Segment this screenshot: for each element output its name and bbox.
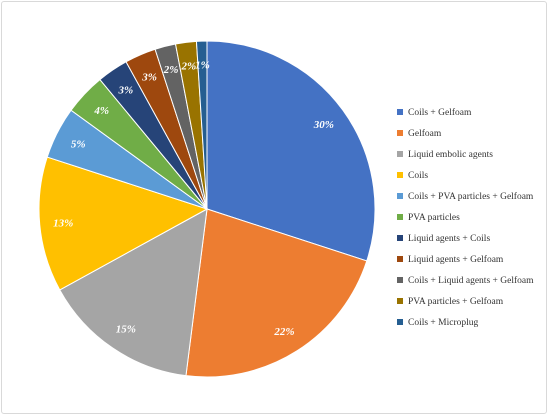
legend-label-pva-particles: PVA particles <box>408 213 460 223</box>
legend-swatch-coils-gelfoam <box>397 109 403 115</box>
legend-label-pva-particles-gelfoam: PVA particles + Gelfoam <box>408 296 504 307</box>
legend: Coils + Gelfoam Gelfoam Liquid embolic age… <box>397 107 534 328</box>
slice-label-liquid-agents-coils: 3% <box>117 85 133 97</box>
pie-slices <box>38 40 376 378</box>
slice-label-coils-liquid-agents-gelfoam: 2% <box>163 64 179 76</box>
pie-slice-gelfoam <box>185 208 368 378</box>
legend-swatch-liquid-embolic-agents <box>397 151 403 157</box>
legend-swatch-liquid-agents-coils <box>397 235 403 241</box>
legend-label-coils-microplug: Coils + Microplug <box>408 318 479 328</box>
legend-swatch-coils-microplug <box>397 319 403 325</box>
legend-label-coils: Coils <box>408 171 428 181</box>
pie-slice-coils-microplug <box>195 40 208 210</box>
legend-label-liquid-embolic-agents: Liquid embolic agents <box>408 150 493 160</box>
slice-label-coils-microplug: 1% <box>195 60 210 72</box>
legend-swatch-coils-pva-particles-gelfoam <box>397 193 403 199</box>
legend-swatch-coils-liquid-agents-gelfoam <box>397 277 403 283</box>
slice-label-liquid-agents-gelfoam: 3% <box>141 71 157 83</box>
pie-slice-liquid-embolic-agents <box>59 208 208 377</box>
legend-label-liquid-agents-coils: Liquid agents + Coils <box>408 234 490 244</box>
slice-label-pva-particles: 4% <box>93 105 109 117</box>
slice-label-liquid-embolic-agents: 15% <box>116 323 136 335</box>
pie-slice-coils-gelfoam <box>206 40 376 262</box>
pie-slice-labels: 30%22%15%13%5%4%3%3%2% 2%1% <box>53 60 334 338</box>
slice-label-coils-gelfoam: 30% <box>313 119 334 131</box>
legend-label-coils-gelfoam: Coils + Gelfoam <box>408 107 472 118</box>
legend-swatch-pva-particles <box>397 214 403 220</box>
legend-label-coils-liquid-agents-gelfoam: Coils + Liquid agents + Gelfoam <box>408 275 534 286</box>
legend-label-coils-pva-particles-gelfoam: Coils + PVA particles + Gelfoam <box>408 191 534 202</box>
legend-label-liquid-agents-gelfoam: Liquid agents + Gelfoam <box>408 254 504 265</box>
legend-swatch-pva-particles-gelfoam <box>397 298 403 304</box>
legend-swatch-coils <box>397 172 403 178</box>
slice-label-coils: 13% <box>53 218 73 230</box>
slice-label-pva-particles-gelfoam: 2% <box>181 61 197 73</box>
legend-label-gelfoam: Gelfoam <box>408 128 442 139</box>
pie-slice-coils <box>38 156 209 291</box>
slice-label-coils-pva-particles-gelfoam: 5% <box>71 138 86 150</box>
legend-swatch-liquid-agents-gelfoam <box>397 256 403 262</box>
slice-label-gelfoam: 22% <box>273 326 294 338</box>
legend-swatch-gelfoam <box>397 130 403 136</box>
